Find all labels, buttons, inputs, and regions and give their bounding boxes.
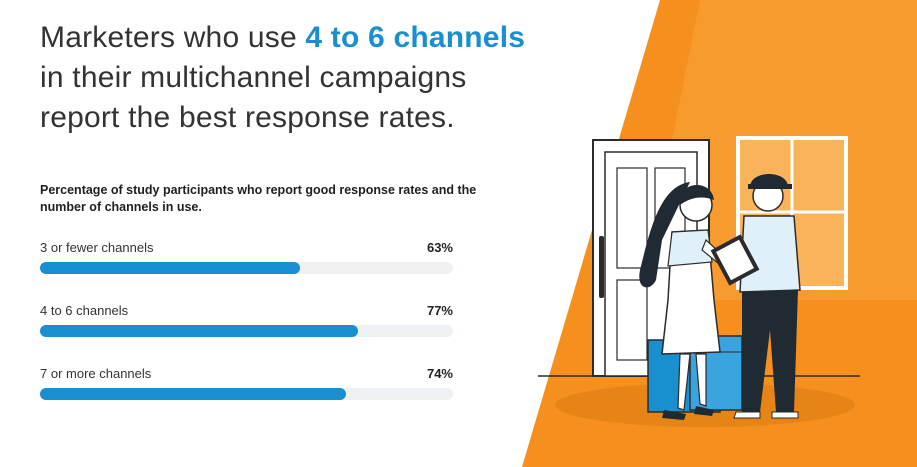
headline-highlight: 4 to 6 channels: [305, 21, 526, 54]
headline-part1: Marketers who use: [40, 21, 306, 54]
bar-fill: [40, 262, 301, 274]
bar-category-label: 7 or more channels: [40, 366, 152, 381]
bar-track: [40, 325, 453, 337]
bar-value-label: 77%: [426, 303, 453, 318]
door-icon: [592, 139, 710, 377]
bar-chart: 3 or fewer channels 63% 4 to 6 channels 77%…: [40, 238, 453, 427]
bar-track: [40, 388, 453, 400]
bar-row: 3 or fewer channels 63%: [40, 238, 453, 301]
ground-shadow: [555, 383, 855, 427]
headline-part3: report the best response rates.: [40, 101, 455, 134]
woman-figure: [639, 182, 731, 420]
clipboard-icon: [710, 234, 760, 286]
bar-fill: [40, 325, 358, 337]
bar-category-label: 3 or fewer channels: [40, 240, 154, 255]
delivery-person-figure: [733, 174, 801, 419]
bar-row: 4 to 6 channels 77%: [40, 301, 453, 364]
bar-value-label: 74%: [426, 366, 453, 381]
bar-track: [40, 262, 453, 274]
headline: Marketers who use 4 to 6 channels in the…: [40, 18, 560, 138]
bar-fill: [40, 388, 346, 400]
chart-title: Percentage of study participants who rep…: [40, 183, 477, 214]
headline-part2: in their multichannel campaigns: [40, 61, 467, 94]
package-boxes: [647, 335, 743, 413]
bar-row: 7 or more channels 74%: [40, 364, 453, 427]
bar-value-label: 63%: [426, 240, 453, 255]
bar-category-label: 4 to 6 channels: [40, 303, 129, 318]
orange-background: [522, 0, 917, 467]
window-icon: [736, 136, 848, 290]
orange-background-light: [640, 0, 917, 300]
